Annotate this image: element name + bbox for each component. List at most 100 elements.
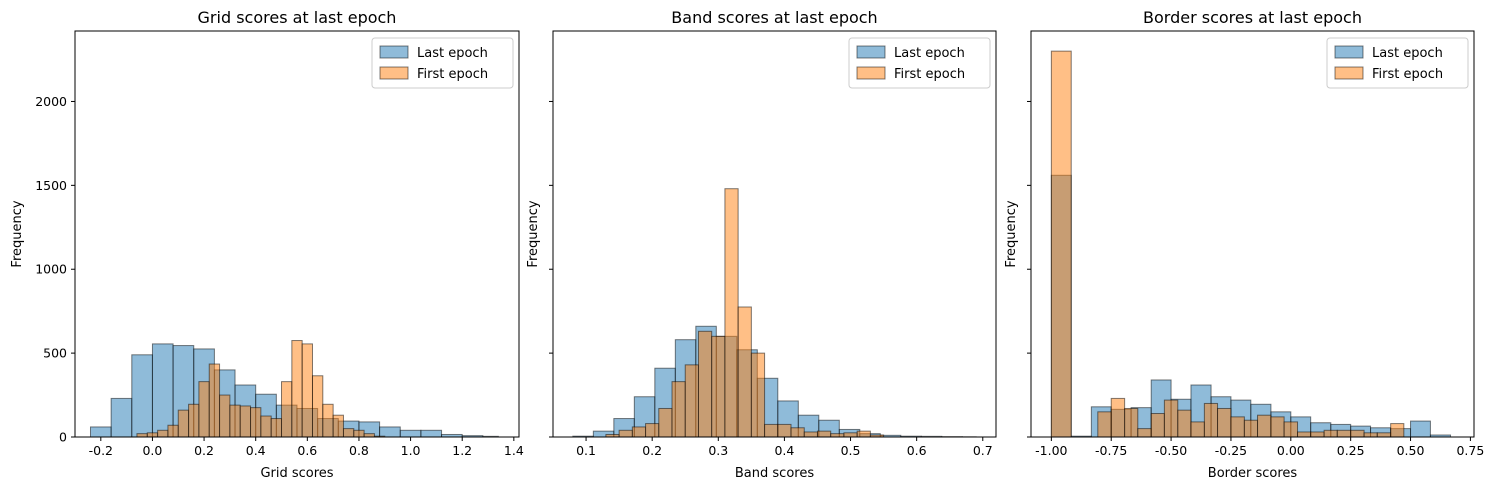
bar (157, 429, 169, 438)
bar (379, 426, 401, 438)
legend-label: First epoch (417, 67, 488, 82)
y-tick-label: 1500 (35, 178, 67, 193)
bar (1390, 423, 1405, 438)
bar (219, 394, 231, 438)
bar (843, 432, 858, 438)
bar (1336, 429, 1352, 438)
bar (208, 363, 221, 438)
legend-label: Last epoch (417, 46, 488, 61)
bar (750, 352, 766, 438)
bar (1150, 413, 1165, 438)
bar (631, 426, 647, 438)
x-tick-label: 0.7 (973, 443, 993, 458)
bar (229, 404, 241, 438)
bar (1310, 431, 1325, 438)
bar (777, 423, 792, 438)
x-tick-label: 0.3 (708, 443, 728, 458)
bar (167, 424, 179, 438)
legend-label: Last epoch (894, 46, 965, 61)
legend: Last epoch First epoch (1326, 37, 1469, 89)
bar (332, 414, 344, 438)
chart-3: -1.00 -0.75 -0.50 -0.25 0.00 0.25 0.50 0.75 Bord… (1004, 8, 1484, 481)
bar (1177, 409, 1192, 438)
bar (856, 430, 871, 438)
y-axis-label: Frequency (10, 200, 25, 267)
bar (363, 433, 375, 438)
bar (1350, 429, 1365, 438)
legend-swatch (379, 66, 409, 80)
bar (151, 343, 174, 438)
bar (790, 427, 805, 438)
x-tick-label: 0.4 (246, 443, 266, 458)
bar (291, 340, 303, 438)
bar (311, 375, 324, 438)
bar (1323, 429, 1338, 438)
bar (342, 428, 355, 438)
y-axis-label: Frequency (526, 200, 541, 267)
legend-swatch (1334, 66, 1364, 80)
bar (198, 381, 210, 438)
bar (1297, 431, 1312, 438)
bar (420, 429, 443, 438)
bar (737, 306, 752, 438)
chart-1: -0.2 0.0 0.2 0.4 0.6 0.8 1.0 1.2 1.4 0 500 1000 1500… (10, 8, 524, 481)
legend-label: First epoch (894, 67, 965, 82)
x-tick-label: 0.5 (841, 443, 861, 458)
bar (110, 397, 133, 438)
legend-swatch (379, 45, 409, 59)
y-tick-label: 1000 (35, 262, 67, 277)
series-first-epoch (605, 188, 885, 438)
axes-frame (1030, 30, 1475, 438)
x-tick-label: 1.2 (452, 443, 472, 458)
x-axis-label: Band scores (735, 466, 814, 481)
bar (136, 433, 148, 438)
x-tick-label: 0.25 (1337, 443, 1365, 458)
bar (1163, 399, 1179, 438)
bar (697, 330, 713, 438)
bar (250, 407, 262, 438)
bar (1203, 402, 1219, 438)
legend: Last epoch First epoch (848, 37, 991, 89)
bar (260, 415, 272, 438)
bar (1190, 421, 1205, 438)
legend-label: Last epoch (1372, 46, 1443, 61)
x-tick-label: 1.4 (504, 443, 524, 458)
axes-frame (74, 30, 520, 438)
bar (353, 429, 365, 438)
x-tick-label: 0.0 (142, 443, 162, 458)
bar (1050, 50, 1072, 438)
bar (764, 423, 779, 438)
bar (131, 354, 153, 438)
bar (281, 381, 293, 438)
bar (1376, 432, 1392, 438)
bar (239, 405, 252, 438)
x-tick-label: 0.2 (642, 443, 662, 458)
bar (724, 188, 739, 438)
x-axis-label: Grid scores (260, 466, 333, 481)
y-tick-label: 2000 (35, 94, 67, 109)
bar (301, 343, 313, 438)
bar (1410, 420, 1431, 438)
bar (803, 431, 818, 438)
x-tick-label: 0.75 (1456, 443, 1484, 458)
bar (1097, 411, 1112, 438)
bar (322, 403, 334, 438)
bar (1137, 428, 1152, 438)
bar (658, 407, 673, 438)
x-tick-label: -1.00 (1035, 443, 1067, 458)
bar (1110, 397, 1126, 438)
bar (1243, 419, 1259, 438)
legend-label: First epoch (1372, 67, 1443, 82)
x-tick-label: 1.0 (401, 443, 421, 458)
bar (671, 381, 686, 438)
bar (270, 418, 283, 438)
y-axis-label: Frequency (1004, 200, 1019, 267)
x-tick-label: 0.8 (349, 443, 369, 458)
bar (399, 429, 422, 438)
x-tick-label: -0.75 (1095, 443, 1127, 458)
bar (645, 423, 660, 438)
x-tick-label: 0.6 (907, 443, 927, 458)
bar (1283, 421, 1299, 438)
bar (1270, 416, 1285, 438)
